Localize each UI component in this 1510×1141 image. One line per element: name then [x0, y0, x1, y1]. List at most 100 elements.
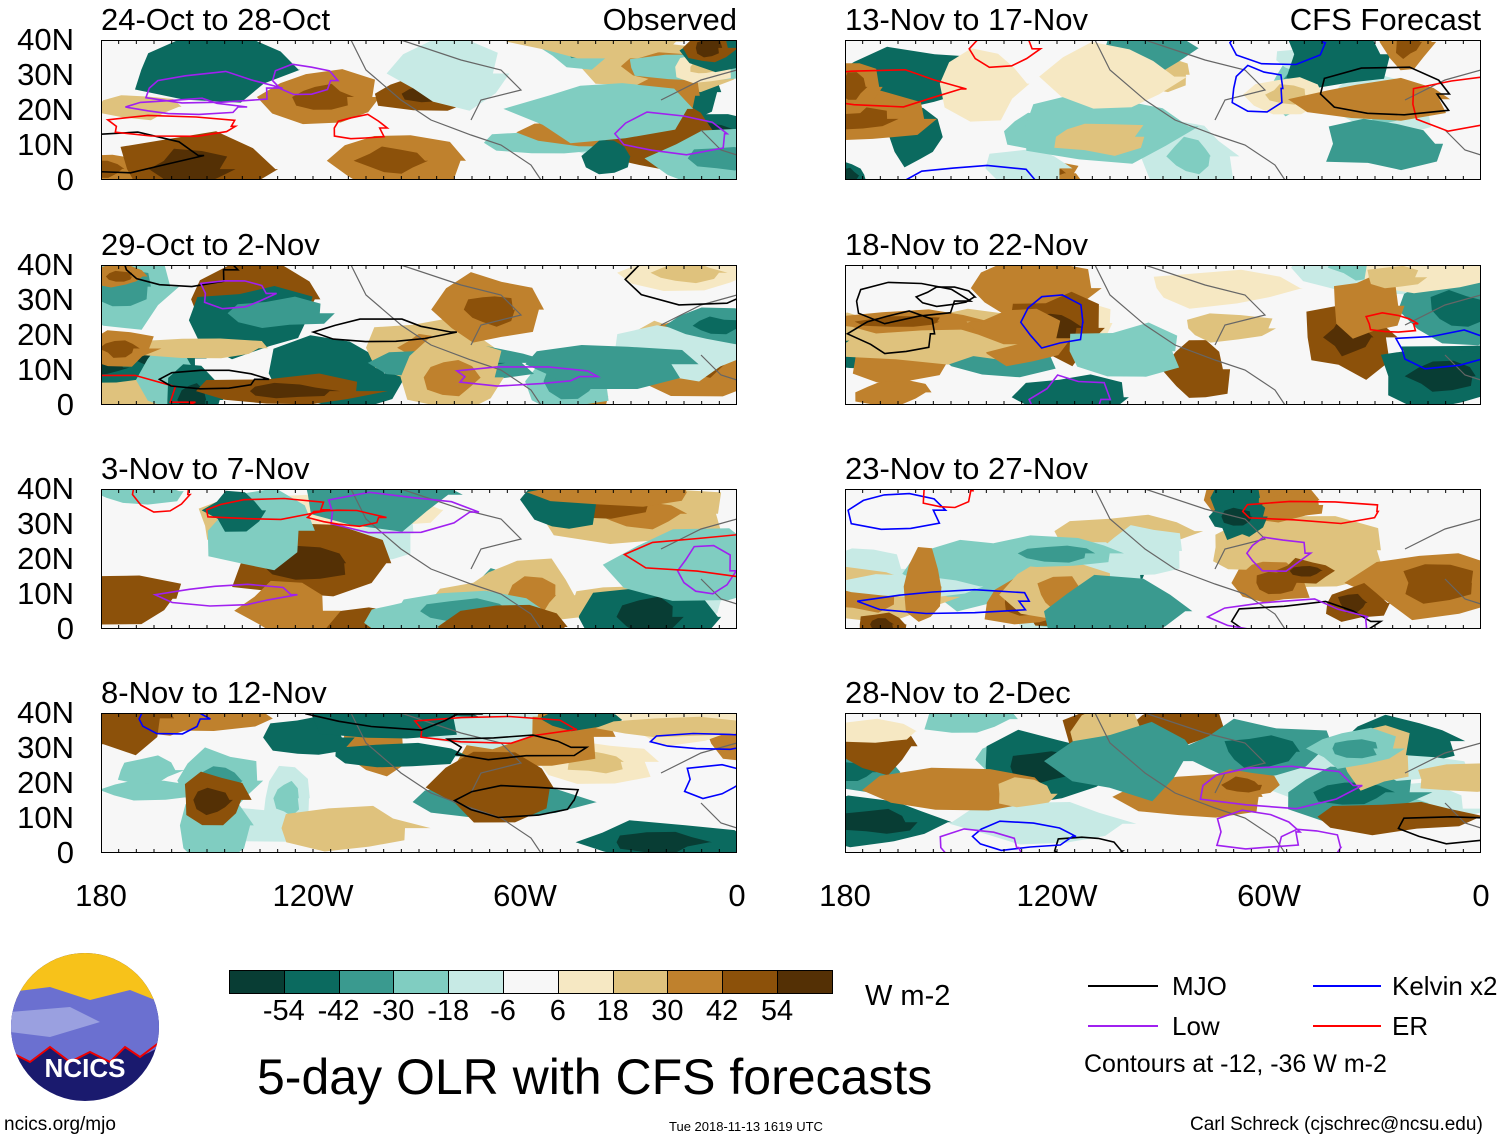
olr-anomaly-core	[845, 762, 877, 781]
olr-anomaly-region	[979, 308, 1072, 367]
olr-anomaly-region	[425, 751, 554, 823]
olr-anomaly-core	[845, 72, 868, 100]
coastline	[350, 40, 737, 180]
x-tick-label: 0	[1472, 878, 1490, 913]
colorbar-tick-label: 6	[549, 995, 566, 1027]
olr-anomaly-core	[616, 596, 684, 629]
olr-anomaly-region	[227, 296, 335, 328]
column-label: Observed	[602, 2, 737, 37]
olr-anomaly-core	[695, 40, 723, 58]
y-tick-label: 30N	[17, 506, 74, 541]
wave-contour	[922, 489, 975, 509]
map-panel	[845, 713, 1481, 853]
panel-title: 13-Nov to 17-Nov	[845, 2, 1088, 37]
map-panel	[101, 40, 737, 180]
coastline	[1094, 40, 1481, 180]
olr-anomaly-core	[101, 340, 140, 358]
coastline	[1094, 713, 1481, 853]
colorbar-tick-label: 18	[596, 995, 629, 1027]
footer-timestamp: Tue 2018-11-13 1619 UTC	[669, 1119, 823, 1134]
units-label: W m-2	[865, 980, 951, 1012]
olr-anomaly-region	[101, 489, 184, 505]
olr-anomaly-region	[526, 489, 687, 507]
colorbar-tick-label: 54	[760, 995, 794, 1027]
coastline	[350, 265, 737, 405]
legend-label-er: ER	[1392, 1011, 1429, 1041]
wave-contour	[845, 310, 936, 355]
wave-contour	[1245, 536, 1314, 573]
x-tick-label: 60W	[493, 878, 557, 913]
olr-anomaly-region	[1317, 801, 1481, 836]
wave-contour	[624, 265, 737, 306]
wave-contour	[1231, 64, 1284, 113]
olr-anomaly-region	[1069, 322, 1180, 377]
wave-contour	[413, 715, 578, 745]
wave-contour	[105, 114, 239, 138]
x-tick-label: 120W	[1016, 878, 1098, 913]
wave-contour	[1205, 598, 1369, 629]
y-tick-label: 30N	[17, 282, 74, 317]
x-tick-label: 0	[728, 878, 746, 913]
map-panel	[101, 489, 737, 629]
wave-contour	[444, 734, 590, 761]
colorbar-tick-label: 30	[651, 995, 684, 1027]
y-tick-label: 20N	[17, 317, 74, 352]
y-tick-label: 0	[56, 611, 74, 646]
wave-contour	[205, 497, 331, 521]
wave-contour	[131, 489, 192, 513]
olr-anomaly-region	[101, 713, 175, 756]
wave-contour	[271, 63, 340, 96]
wave-contour	[904, 164, 1037, 180]
olr-anomaly-region	[386, 40, 510, 111]
olr-anomaly-region	[1288, 77, 1451, 121]
wave-contour	[305, 509, 387, 528]
olr-anomaly-region	[845, 325, 1018, 365]
column-label: CFS Forecast	[1289, 2, 1481, 37]
olr-anomaly-region	[140, 338, 268, 359]
olr-anomaly-region	[1261, 493, 1324, 516]
olr-anomaly-region	[1153, 269, 1303, 309]
olr-anomaly-region	[949, 802, 1137, 845]
colorbar-swatch	[612, 970, 669, 994]
wave-contour	[857, 588, 1031, 615]
olr-anomaly-region	[924, 713, 1018, 733]
legend-line-mjo	[1088, 985, 1158, 987]
wave-contour	[124, 265, 240, 288]
logo-text: NCICS	[45, 1053, 126, 1083]
olr-anomaly-core	[353, 146, 429, 174]
wave-contour	[847, 492, 948, 531]
olr-anomaly-core	[1396, 40, 1422, 59]
panel-title: 8-Nov to 12-Nov	[101, 675, 327, 710]
colorbar-swatch	[338, 970, 395, 994]
wave-contour	[1394, 329, 1481, 370]
olr-anomaly-region	[539, 713, 632, 732]
y-tick-label: 20N	[17, 541, 74, 576]
olr-anomaly-core	[105, 270, 133, 282]
wave-contour	[138, 713, 211, 735]
x-tick-label: 120W	[272, 878, 354, 913]
olr-anomaly-core	[1017, 545, 1096, 563]
wave-contour	[333, 113, 390, 140]
wave-contour	[914, 286, 977, 308]
olr-anomaly-core	[845, 167, 860, 180]
y-tick-label: 10N	[17, 576, 74, 611]
panel-title: 24-Oct to 28-Oct	[101, 2, 331, 37]
colorbar-swatch	[283, 970, 340, 994]
olr-anomaly-region	[506, 40, 686, 59]
olr-anomaly-region	[201, 490, 267, 532]
olr-anomaly-region	[101, 575, 182, 625]
wave-contour	[144, 70, 283, 104]
olr-anomaly-region	[281, 805, 431, 852]
wave-contour	[1019, 294, 1084, 349]
footer-url[interactable]: ncics.org/mjo	[4, 1114, 116, 1135]
wave-contour	[939, 828, 1022, 853]
wave-contour	[683, 763, 737, 800]
wave-contour	[157, 369, 270, 390]
chart-title: 5-day OLR with CFS forecasts	[257, 1049, 933, 1105]
olr-anomaly-region	[1054, 123, 1145, 156]
panel-title: 29-Oct to 2-Nov	[101, 227, 320, 262]
olr-anomaly-region	[117, 755, 185, 784]
map-panel	[101, 713, 737, 853]
legend-line-low	[1088, 1025, 1158, 1027]
olr-anomaly-region	[985, 148, 1073, 180]
